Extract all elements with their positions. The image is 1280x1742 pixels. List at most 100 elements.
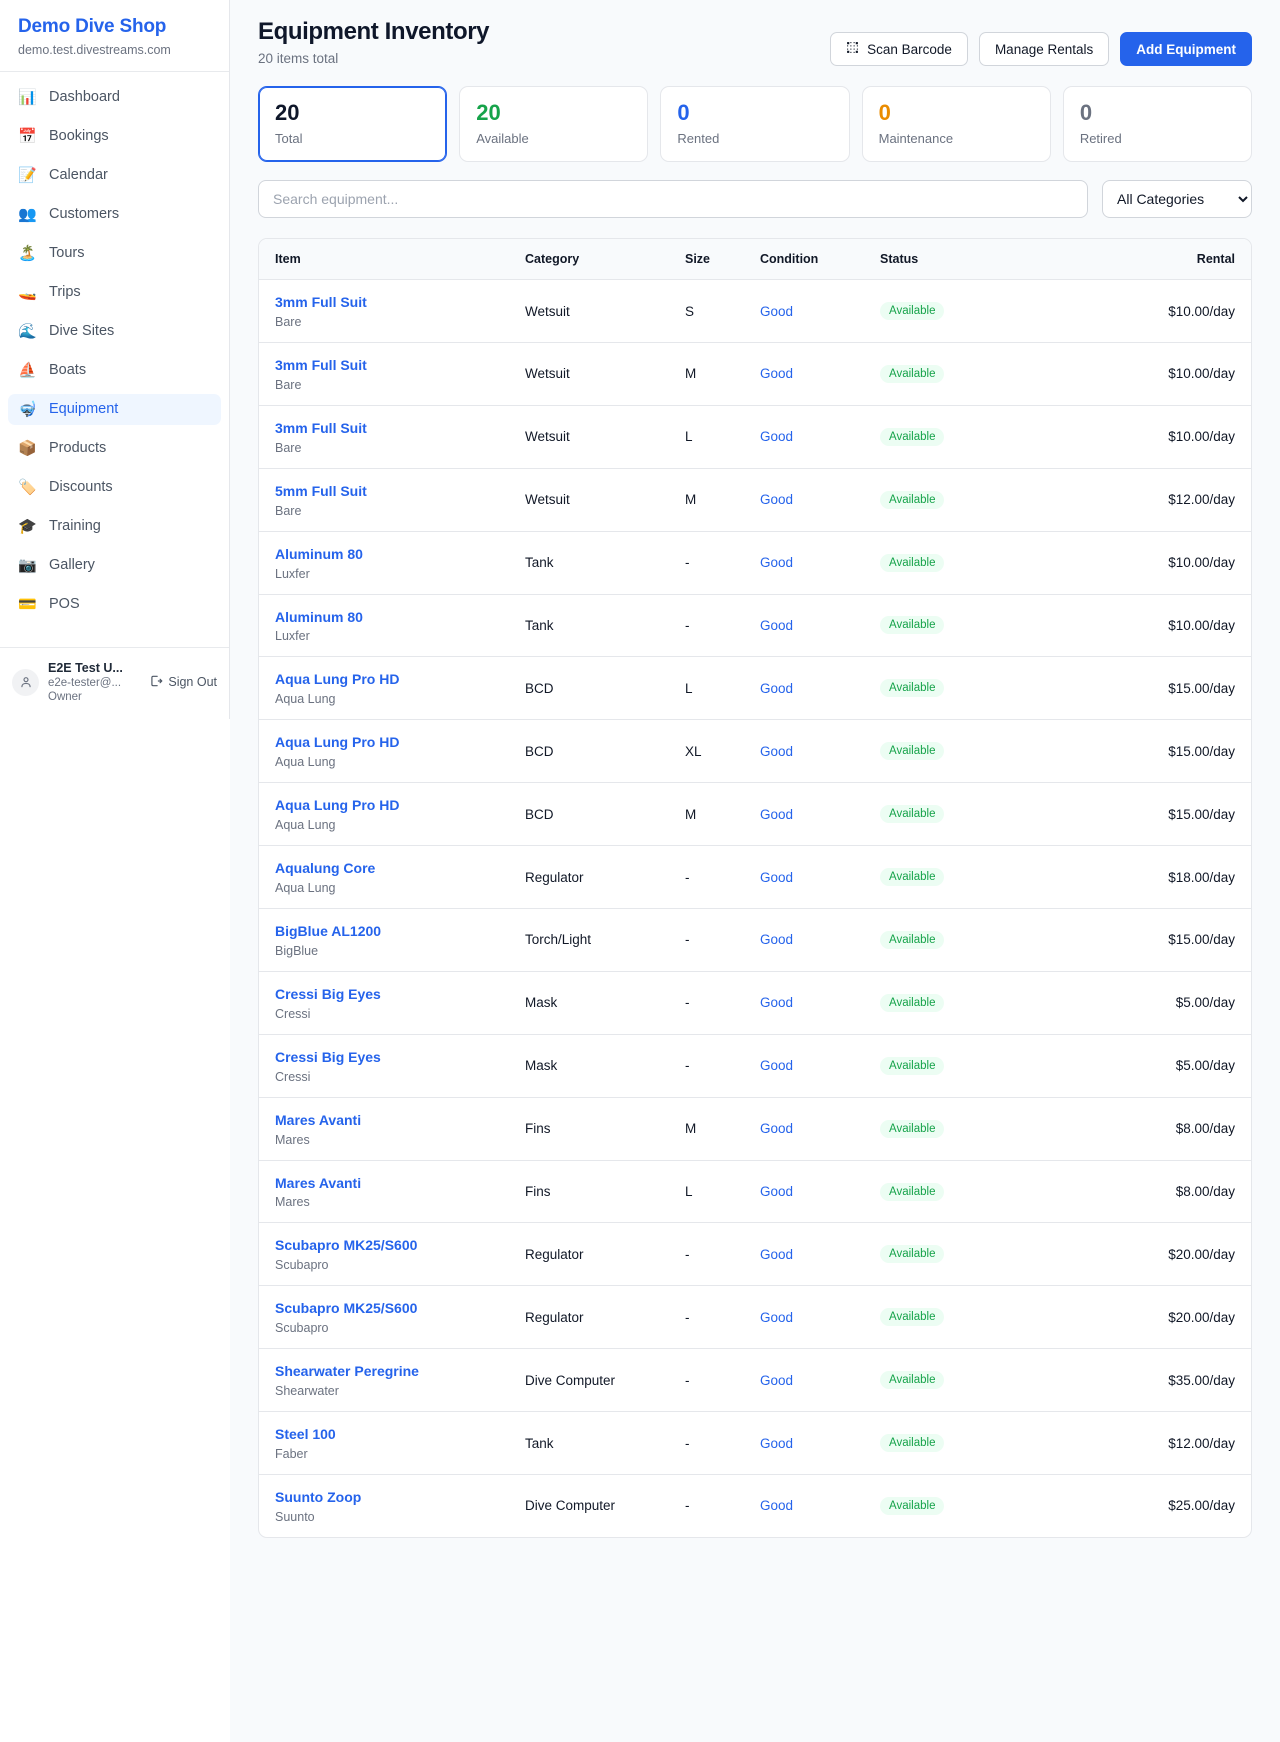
condition-link[interactable]: Good xyxy=(760,1058,794,1074)
condition-link[interactable]: Good xyxy=(760,429,794,445)
sidebar-item-trips[interactable]: 🚤 Trips xyxy=(8,277,221,308)
cell-status: Available xyxy=(864,468,999,532)
sidebar-item-gallery[interactable]: 📷 Gallery xyxy=(8,550,221,581)
table-row[interactable]: Mares Avanti Mares Fins M Good Available $8.00… xyxy=(259,1097,1251,1161)
column-header-condition[interactable]: Condition xyxy=(744,239,864,281)
sidebar-item-discounts[interactable]: 🏷️ Discounts xyxy=(8,472,221,503)
sidebar-item-products[interactable]: 📦 Products xyxy=(8,433,221,464)
sidebar-item-tours[interactable]: 🏝️ Tours xyxy=(8,238,221,269)
sidebar-item-boats[interactable]: ⛵ Boats xyxy=(8,355,221,386)
item-link[interactable]: Aqua Lung Pro HD xyxy=(275,734,400,751)
table-row[interactable]: BigBlue AL1200 BigBlue Torch/Light - Good Ava… xyxy=(259,908,1251,972)
item-link[interactable]: 5mm Full Suit xyxy=(275,482,367,499)
condition-link[interactable]: Good xyxy=(760,1372,794,1388)
item-link[interactable]: Mares Avanti xyxy=(275,1174,362,1191)
stat-card-total[interactable]: 20 Total xyxy=(258,86,448,163)
condition-link[interactable]: Good xyxy=(760,555,794,571)
search-input[interactable] xyxy=(258,180,1088,219)
item-link[interactable]: Steel 100 xyxy=(275,1426,336,1443)
item-link[interactable]: Cressi Big Eyes xyxy=(275,985,381,1002)
table-row[interactable]: Scubapro MK25/S600 Scubapro Regulator - Good… xyxy=(259,1285,1251,1350)
column-header-status[interactable]: Status xyxy=(864,239,999,281)
condition-link[interactable]: Good xyxy=(760,1121,794,1137)
item-link[interactable]: Aqua Lung Pro HD xyxy=(275,797,400,814)
column-header-category[interactable]: Category xyxy=(509,239,669,281)
table-row[interactable]: Cressi Big Eyes Cressi Mask - Good Available $… xyxy=(259,1034,1251,1098)
item-link[interactable]: Shearwater Peregrine xyxy=(275,1363,419,1380)
condition-link[interactable]: Good xyxy=(760,806,794,822)
condition-link[interactable]: Good xyxy=(760,1435,794,1451)
scan-barcode-button[interactable]: Scan Barcode xyxy=(830,32,968,66)
item-link[interactable]: Aqua Lung Pro HD xyxy=(275,671,400,688)
brand-header[interactable]: Demo Dive Shop demo.test.divestreams.com xyxy=(0,0,229,72)
cell-category: BCD xyxy=(509,782,669,847)
table-row[interactable]: 3mm Full Suit Bare Wetsuit S Good Available $1… xyxy=(259,279,1251,343)
item-link[interactable]: Mares Avanti xyxy=(275,1111,362,1128)
item-link[interactable]: BigBlue AL1200 xyxy=(275,923,382,939)
item-link[interactable]: 3mm Full Suit xyxy=(275,294,367,311)
item-link[interactable]: Suunto Zoop xyxy=(275,1489,362,1506)
table-row[interactable]: 5mm Full Suit Bare Wetsuit M Good Available $1… xyxy=(259,468,1251,532)
condition-link[interactable]: Good xyxy=(760,366,794,382)
item-link[interactable]: Scubapro MK25/S600 xyxy=(275,1237,418,1254)
column-header-size[interactable]: Size xyxy=(669,239,744,281)
table-row[interactable]: Aqua Lung Pro HD Aqua Lung BCD L Good Availab… xyxy=(259,656,1251,721)
item-link[interactable]: Aqualung Core xyxy=(275,860,376,877)
condition-link[interactable]: Good xyxy=(760,680,794,696)
table-row[interactable]: Aluminum 80 Luxfer Tank - Good Available $10.0… xyxy=(259,531,1251,595)
sidebar-item-training[interactable]: 🎓 Training xyxy=(8,511,221,542)
item-brand: Suunto xyxy=(275,1509,315,1524)
sidebar-item-customers[interactable]: 👥 Customers xyxy=(8,199,221,230)
add-equipment-button[interactable]: Add Equipment xyxy=(1120,32,1252,66)
sidebar-item-dashboard[interactable]: 📊 Dashboard xyxy=(8,82,221,113)
table-row[interactable]: 3mm Full Suit Bare Wetsuit M Good Available $1… xyxy=(259,342,1251,406)
item-link[interactable]: Aluminum 80 xyxy=(275,545,363,562)
table-row[interactable]: Cressi Big Eyes Cressi Mask - Good Available $… xyxy=(259,971,1251,1035)
table-row[interactable]: Scubapro MK25/S600 Scubapro Regulator - Good… xyxy=(259,1222,1251,1287)
condition-link[interactable]: Good xyxy=(760,1498,794,1514)
sidebar-item-equipment[interactable]: 🤿 Equipment xyxy=(8,393,221,425)
manage-rentals-button[interactable]: Manage Rentals xyxy=(978,32,1110,66)
column-header-item[interactable]: Item xyxy=(259,239,509,281)
sidebar-item-bookings[interactable]: 📅 Bookings xyxy=(8,121,221,152)
table-row[interactable]: Aluminum 80 Luxfer Tank - Good Available $10.0… xyxy=(259,594,1251,658)
table-row[interactable]: Mares Avanti Mares Fins L Good Available $8.00… xyxy=(259,1160,1251,1224)
condition-link[interactable]: Good xyxy=(760,995,794,1011)
stat-card-available[interactable]: 20 Available xyxy=(459,86,649,163)
condition-link[interactable]: Good xyxy=(760,932,794,948)
cell-rental: $18.00/day xyxy=(999,845,1251,909)
stat-card-maintenance[interactable]: 0 Maintenance xyxy=(861,86,1051,163)
table-body: 3mm Full Suit Bare Wetsuit S Good Available $1… xyxy=(259,279,1251,1537)
cell-size: M xyxy=(669,468,744,532)
stat-card-rented[interactable]: 0 Rented xyxy=(660,86,850,163)
condition-link[interactable]: Good xyxy=(760,1246,794,1262)
condition-link[interactable]: Good xyxy=(760,303,794,319)
table-row[interactable]: Suunto Zoop Suunto Dive Computer - Good Avail… xyxy=(259,1475,1251,1537)
table-row[interactable]: Shearwater Peregrine Shearwater Dive Compu… xyxy=(259,1348,1251,1413)
item-link[interactable]: 3mm Full Suit xyxy=(275,419,367,436)
condition-link[interactable]: Good xyxy=(760,617,794,633)
cell-rental: $20.00/day xyxy=(999,1222,1251,1287)
status-badge: Available xyxy=(880,1056,945,1075)
category-select[interactable]: All Categories xyxy=(1102,180,1252,219)
table-row[interactable]: 3mm Full Suit Bare Wetsuit L Good Available $1… xyxy=(259,405,1251,469)
table-row[interactable]: Aqualung Core Aqua Lung Regulator - Good Avai… xyxy=(259,845,1251,909)
item-link[interactable]: Aluminum 80 xyxy=(275,608,363,625)
column-header-rental[interactable]: Rental xyxy=(999,239,1251,281)
item-link[interactable]: Scubapro MK25/S600 xyxy=(275,1300,418,1317)
condition-link[interactable]: Good xyxy=(760,1184,794,1199)
sidebar-item-pos[interactable]: 💳 POS xyxy=(8,589,221,620)
table-row[interactable]: Aqua Lung Pro HD Aqua Lung BCD XL Good Availa… xyxy=(259,719,1251,784)
item-link[interactable]: Cressi Big Eyes xyxy=(275,1048,381,1065)
sign-out-button[interactable]: Sign Out xyxy=(149,674,217,691)
condition-link[interactable]: Good xyxy=(760,1309,794,1325)
table-row[interactable]: Aqua Lung Pro HD Aqua Lung BCD M Good Availab… xyxy=(259,782,1251,847)
stat-card-retired[interactable]: 0 Retired xyxy=(1062,86,1253,163)
condition-link[interactable]: Good xyxy=(760,492,794,508)
sidebar-item-dive-sites[interactable]: 🌊 Dive Sites xyxy=(8,316,221,347)
condition-link[interactable]: Good xyxy=(760,869,794,885)
sidebar-item-calendar[interactable]: 📝 Calendar xyxy=(8,160,221,191)
item-link[interactable]: 3mm Full Suit xyxy=(275,356,367,373)
condition-link[interactable]: Good xyxy=(760,743,794,759)
table-row[interactable]: Steel 100 Faber Tank - Good Available $12.00/d… xyxy=(259,1411,1251,1476)
